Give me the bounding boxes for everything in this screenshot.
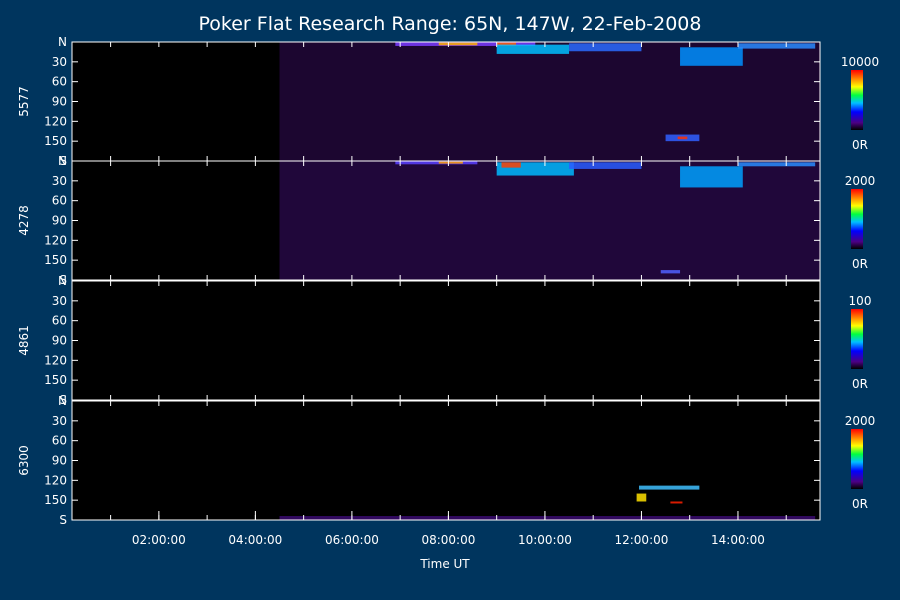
emission-feature — [660, 270, 681, 274]
colorbar-min-label: 0R — [852, 138, 868, 152]
y-tick-label: 120 — [44, 353, 67, 367]
emission-feature — [639, 485, 700, 490]
emission-feature — [569, 43, 642, 52]
y-tick-label: 60 — [52, 434, 67, 448]
colorbar — [851, 189, 863, 249]
y-tick-label: N — [58, 35, 67, 49]
panel-4861: N 30 60 90 120 150 S 4861 100 0R — [17, 274, 871, 407]
y-tick-label: 150 — [44, 373, 67, 387]
y-tick-label: 90 — [52, 214, 67, 228]
panel-label: 6300 — [17, 445, 31, 476]
colorbar-min-label: 0R — [852, 257, 868, 271]
y-tick-label: 60 — [52, 314, 67, 328]
colorbar-max-label: 10000 — [841, 55, 879, 69]
y-tick-label: 30 — [52, 294, 67, 308]
emission-feature — [438, 161, 463, 164]
emission-feature — [496, 44, 570, 54]
data-region — [279, 401, 821, 520]
x-tick-label: 12:00:00 — [614, 533, 668, 547]
y-tick-label: S — [59, 513, 67, 527]
colorbar-max-label: 2000 — [845, 174, 876, 188]
panel-label: 4861 — [17, 325, 31, 356]
y-tick-label: 150 — [44, 253, 67, 267]
chart-title: Poker Flat Research Range: 65N, 147W, 22… — [199, 13, 702, 35]
x-tick-label: 02:00:00 — [132, 533, 186, 547]
y-tick-label: S — [59, 393, 67, 407]
y-tick-label: 60 — [52, 75, 67, 89]
y-tick-label: 90 — [52, 334, 67, 348]
y-tick-label: 120 — [44, 473, 67, 487]
panel-label: 5577 — [17, 86, 31, 117]
y-tick-label: S — [59, 154, 67, 168]
x-tick-label: 08:00:00 — [421, 533, 475, 547]
panel-label: 4278 — [17, 205, 31, 236]
y-tick-label: 90 — [52, 454, 67, 468]
x-tick-label: 10:00:00 — [518, 533, 572, 547]
x-axis-label: Time UT — [419, 557, 470, 571]
emission-feature — [438, 42, 478, 46]
emission-feature — [680, 166, 743, 188]
colorbar — [851, 70, 863, 130]
emission-feature — [680, 47, 743, 66]
y-tick-label: 30 — [52, 55, 67, 69]
keogram-panels: N 30 60 90 120 150 S 5577 10000 0R N 30 60 90 120 150 S 4… — [17, 35, 879, 527]
y-tick-label: 30 — [52, 174, 67, 188]
y-tick-label: 150 — [44, 134, 67, 148]
emission-feature — [670, 501, 683, 504]
y-tick-label: 60 — [52, 194, 67, 208]
x-tick-label: 14:00:00 — [711, 533, 765, 547]
x-tick-label: 04:00:00 — [228, 533, 282, 547]
y-tick-label: N — [58, 394, 67, 408]
y-tick-label: S — [59, 273, 67, 287]
panel-5577: N 30 60 90 120 150 S 5577 10000 0R — [17, 35, 879, 168]
colorbar-max-label: 100 — [849, 294, 872, 308]
y-tick-label: 90 — [52, 95, 67, 109]
colorbar — [851, 309, 863, 369]
x-axis: 02:00:00 04:00:00 06:00:00 08:00:00 10:00:00… — [110, 42, 787, 547]
emission-feature — [569, 162, 642, 169]
y-tick-label: N — [58, 274, 67, 288]
emission-feature — [395, 161, 478, 165]
emission-feature — [677, 136, 688, 140]
y-tick-label: N — [58, 154, 67, 168]
data-region — [279, 281, 821, 400]
emission-feature — [501, 162, 521, 168]
emission-feature — [737, 43, 816, 49]
colorbar-max-label: 2000 — [845, 414, 876, 428]
colorbar — [851, 429, 863, 489]
y-tick-label: 150 — [44, 493, 67, 507]
x-tick-label: 06:00:00 — [325, 533, 379, 547]
emission-feature — [737, 162, 816, 167]
panel-6300: N 30 60 90 120 150 S 6300 2000 0R — [17, 394, 875, 527]
emission-feature — [496, 42, 516, 46]
emission-feature — [636, 493, 647, 502]
colorbar-min-label: 0R — [852, 497, 868, 511]
emission-feature — [279, 516, 816, 520]
y-tick-label: 30 — [52, 414, 67, 428]
y-tick-label: 120 — [44, 114, 67, 128]
panel-4278: N 30 60 90 120 150 S 4278 2000 0R — [17, 154, 875, 287]
y-tick-label: 120 — [44, 233, 67, 247]
colorbar-min-label: 0R — [852, 377, 868, 391]
